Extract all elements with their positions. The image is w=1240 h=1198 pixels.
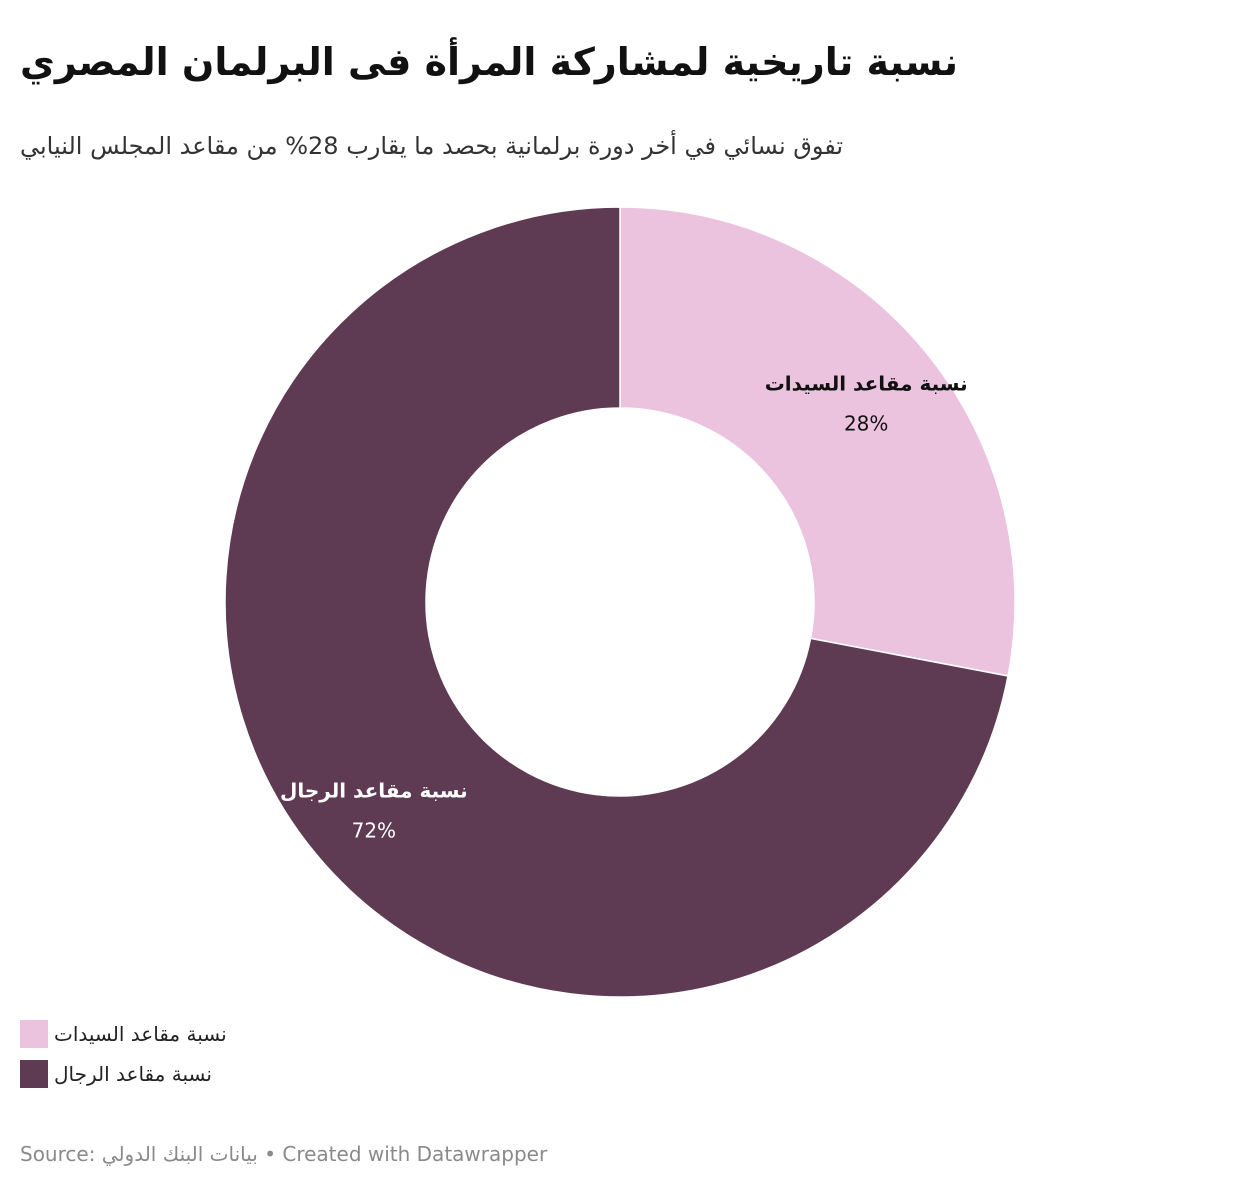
legend-item-men: نسبة مقاعد الرجال — [20, 1060, 227, 1088]
donut-chart: نسبة مقاعد السيدات 28% نسبة مقاعد الرجال 72… — [224, 206, 1016, 998]
slice-value-women: 28% — [844, 411, 888, 435]
chart-legend: نسبة مقاعد السيدات نسبة مقاعد الرجال — [20, 1020, 227, 1100]
legend-swatch-men — [20, 1060, 48, 1088]
legend-label-women: نسبة مقاعد السيدات — [54, 1022, 227, 1046]
chart-footer: Source: بيانات البنك الدولي • Created wi… — [20, 1142, 547, 1166]
footer-separator: • — [264, 1142, 276, 1166]
chart-title: نسبة تاريخية لمشاركة المرأة فى البرلمان … — [20, 40, 958, 84]
slice-label-men: نسبة مقاعد الرجال — [280, 779, 468, 803]
slice-value-men: 72% — [352, 819, 396, 843]
slice-label-women: نسبة مقاعد السيدات — [765, 371, 968, 395]
datawrapper-credit-link[interactable]: Created with Datawrapper — [282, 1142, 548, 1166]
legend-label-men: نسبة مقاعد الرجال — [54, 1062, 212, 1086]
chart-subtitle: تفوق نسائي في أخر دورة برلمانية بحصد ما … — [20, 132, 844, 160]
donut-slice-women — [619, 206, 1016, 677]
source-label: Source: — [20, 1142, 96, 1166]
legend-swatch-women — [20, 1020, 48, 1048]
source-name: بيانات البنك الدولي — [101, 1142, 258, 1166]
legend-item-women: نسبة مقاعد السيدات — [20, 1020, 227, 1048]
donut-slice-men — [224, 206, 1009, 998]
